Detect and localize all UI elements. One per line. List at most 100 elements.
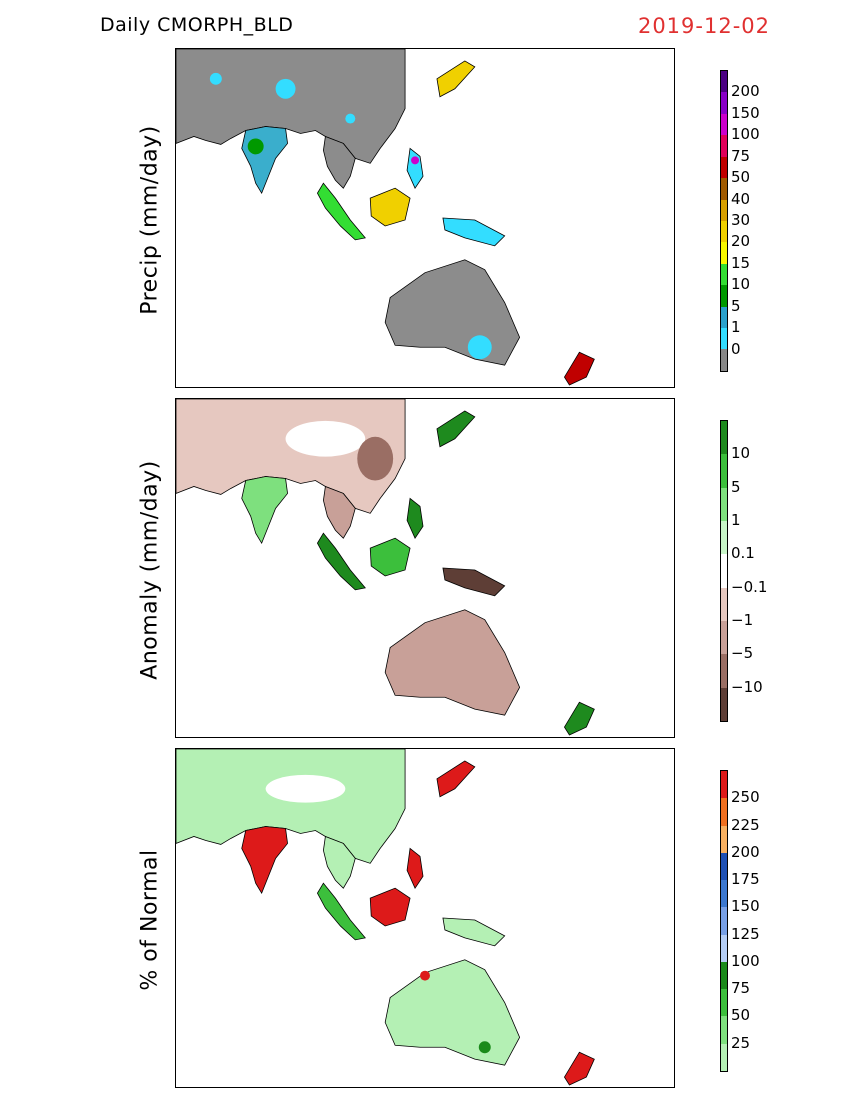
- colorbar-tick-label: −5: [731, 644, 754, 663]
- australia-landmass: [384, 609, 521, 716]
- australia-landmass: [384, 259, 521, 366]
- philippines-landmass: [406, 497, 424, 539]
- colorbar-tick-label: 100: [731, 951, 760, 970]
- colorbar-segment: [721, 178, 727, 200]
- colorbar-tick-label: 10: [731, 275, 751, 294]
- precip-axis-label: Precip (mm/day): [137, 125, 163, 315]
- colorbar-segment: [721, 554, 727, 588]
- colorbar-segment: [721, 620, 727, 655]
- borneo-landmass: [369, 187, 411, 227]
- colorbar-tick-label: 50: [731, 1006, 751, 1025]
- colorbar-tick-label: 225: [731, 815, 760, 834]
- colorbar-segment: [721, 961, 727, 990]
- asia-landmass: [176, 749, 406, 864]
- indochina-landmass: [323, 485, 356, 539]
- colorbar-tick-label: 10: [731, 444, 751, 463]
- colorbar-segment: [721, 934, 727, 962]
- colorbar-tick-label: 15: [731, 253, 751, 272]
- colorbar-segment: [721, 220, 727, 243]
- colorbar-tick-label: 40: [731, 189, 751, 208]
- colorbar-tick-label: 20: [731, 232, 751, 251]
- precip-map-panel: [175, 48, 675, 388]
- anomaly-axis-label: Anomaly (mm/day): [137, 460, 163, 680]
- colorbar-segment: [721, 349, 727, 371]
- date-label: 2019-12-02: [637, 14, 770, 38]
- new-zealand-landmass: [563, 1051, 595, 1086]
- colorbar-segment: [721, 421, 727, 455]
- new-zealand-landmass: [563, 701, 595, 736]
- colorbar-tick-label: 5: [731, 477, 741, 496]
- colorbar-segment: [721, 1016, 727, 1044]
- anomaly-map-panel: [175, 398, 675, 738]
- indochina-landmass: [323, 135, 356, 189]
- colorbar-tick-label: −1: [731, 611, 754, 629]
- sumatra-landmass: [316, 182, 366, 241]
- colorbar-segment: [721, 687, 727, 721]
- colorbar-tick-label: 250: [731, 788, 760, 807]
- colorbar-tick-label: −0.1: [731, 577, 768, 596]
- colorbar-segment: [721, 771, 727, 799]
- colorbar-tick-label: 75: [731, 146, 751, 165]
- borneo-landmass: [369, 537, 411, 577]
- colorbar-tick-label: 25: [731, 1033, 751, 1052]
- colorbar-segment: [721, 328, 727, 350]
- percent-normal-map-panel: [175, 748, 675, 1088]
- colorbar-tick-label: 200: [731, 842, 760, 861]
- colorbar-segment: [721, 92, 727, 114]
- colorbar-segment: [721, 242, 727, 264]
- colorbar-segment: [721, 1043, 727, 1071]
- anomaly-colorbar: [720, 420, 728, 722]
- colorbar-segment: [721, 520, 727, 555]
- product-title: Daily CMORPH_BLD: [100, 14, 294, 36]
- colorbar-segment: [721, 135, 727, 157]
- colorbar-segment: [721, 71, 727, 93]
- colorbar-tick-label: 150: [731, 103, 760, 122]
- india-landmass: [241, 476, 288, 545]
- colorbar-tick-label: 5: [731, 296, 741, 315]
- colorbar-segment: [721, 654, 727, 688]
- colorbar-segment: [721, 825, 727, 853]
- colorbar-tick-label: 200: [731, 82, 760, 101]
- colorbar-segment: [721, 587, 727, 621]
- philippines-landmass: [406, 147, 424, 189]
- colorbar-segment: [721, 263, 727, 286]
- percent-normal-colorbar: [720, 770, 728, 1072]
- new-guinea-landmass: [442, 567, 506, 597]
- india-landmass: [241, 126, 288, 195]
- new-guinea-landmass: [442, 217, 506, 247]
- colorbar-segment: [721, 989, 727, 1017]
- colorbar-segment: [721, 907, 727, 935]
- colorbar-segment: [721, 852, 727, 881]
- colorbar-tick-label: 100: [731, 125, 760, 144]
- philippines-landmass: [406, 847, 424, 889]
- colorbar-tick-label: 125: [731, 924, 760, 943]
- precip-colorbar: [720, 70, 728, 372]
- japan-landmass: [436, 760, 476, 798]
- colorbar-segment: [721, 454, 727, 488]
- colorbar-segment: [721, 306, 727, 329]
- borneo-landmass: [369, 887, 411, 927]
- colorbar-tick-label: 0: [731, 339, 741, 358]
- colorbar-tick-label: 30: [731, 211, 751, 229]
- india-landmass: [241, 826, 288, 895]
- colorbar-segment: [721, 487, 727, 521]
- sumatra-landmass: [316, 532, 366, 591]
- colorbar-tick-label: 50: [731, 168, 751, 187]
- colorbar-segment: [721, 880, 727, 908]
- indochina-landmass: [323, 835, 356, 889]
- colorbar-segment: [721, 113, 727, 136]
- colorbar-tick-label: 75: [731, 979, 751, 998]
- colorbar-segment: [721, 156, 727, 179]
- japan-landmass: [436, 60, 476, 98]
- japan-landmass: [436, 410, 476, 448]
- australia-landmass: [384, 959, 521, 1066]
- asia-landmass: [176, 49, 406, 164]
- colorbar-tick-label: 150: [731, 897, 760, 916]
- colorbar-segment: [721, 285, 727, 307]
- colorbar-tick-label: 1: [731, 511, 741, 529]
- new-zealand-landmass: [563, 351, 595, 386]
- percent-normal-axis-label: % of Normal: [137, 849, 163, 991]
- colorbar-tick-label: 175: [731, 870, 760, 889]
- colorbar-tick-label: 1: [731, 318, 741, 337]
- colorbar-tick-label: −10: [731, 677, 763, 696]
